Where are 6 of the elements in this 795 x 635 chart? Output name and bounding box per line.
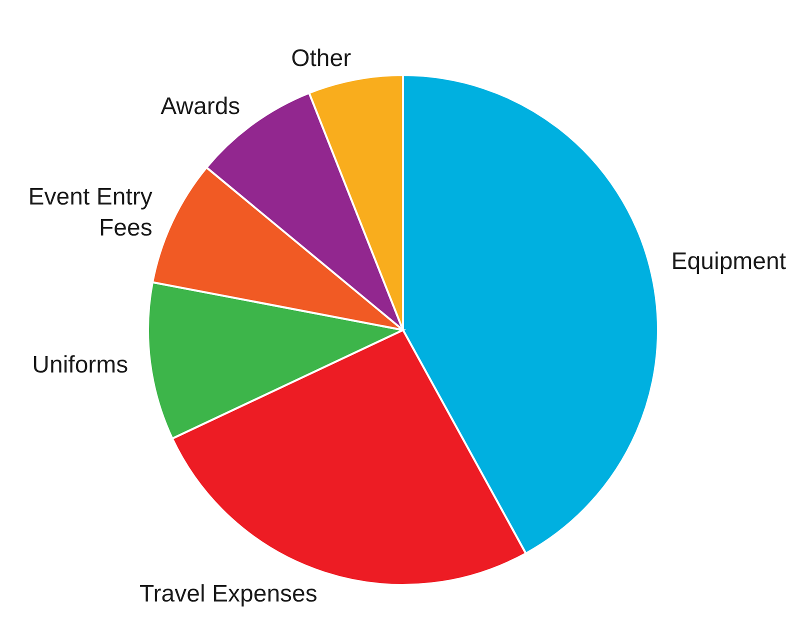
slice-label: Awards [160, 92, 240, 120]
slice-label: Uniforms [32, 351, 128, 378]
slice-label: Equipment [671, 248, 786, 275]
slice-label: Event Entry Fees [28, 182, 152, 242]
slice-label: Travel Expenses [140, 580, 318, 607]
slice-label: Other [291, 44, 352, 72]
